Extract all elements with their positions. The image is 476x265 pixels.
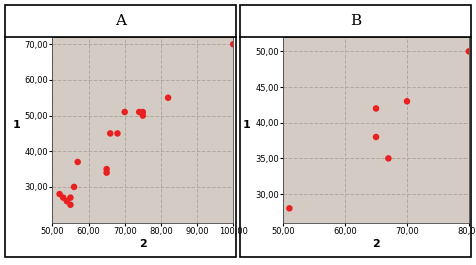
Point <box>107 131 114 135</box>
Point <box>164 96 172 100</box>
Point <box>229 42 237 46</box>
Point <box>139 113 147 118</box>
X-axis label: 2: 2 <box>372 238 380 249</box>
Point <box>372 135 380 139</box>
Point <box>139 110 147 114</box>
Point <box>385 156 392 161</box>
Point <box>67 203 74 207</box>
Point <box>135 110 143 114</box>
Point <box>103 171 110 175</box>
Point <box>74 160 81 164</box>
Point <box>60 196 67 200</box>
Point <box>403 99 411 103</box>
Point <box>56 192 63 196</box>
Y-axis label: 1: 1 <box>243 120 251 130</box>
Point <box>286 206 293 210</box>
Point <box>121 110 129 114</box>
Point <box>372 106 380 111</box>
Point <box>103 167 110 171</box>
Point <box>67 196 74 200</box>
Point <box>465 49 473 54</box>
Point <box>63 199 70 203</box>
Text: B: B <box>350 14 361 28</box>
Text: A: A <box>115 14 126 28</box>
Y-axis label: 1: 1 <box>12 120 20 130</box>
X-axis label: 2: 2 <box>139 238 147 249</box>
Point <box>70 185 78 189</box>
Point <box>114 131 121 135</box>
